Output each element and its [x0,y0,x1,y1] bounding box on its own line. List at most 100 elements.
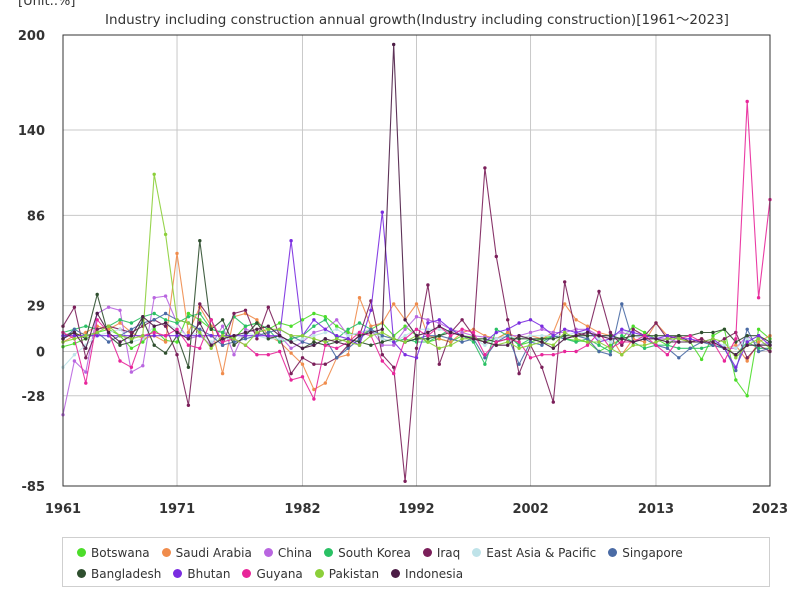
legend-item[interactable]: Pakistan [314,563,379,584]
legend-dot-icon [422,548,432,557]
data-point [517,343,521,347]
data-point [494,327,498,331]
data-point [677,356,681,360]
data-point [152,327,156,331]
data-point [175,353,179,357]
data-point [506,327,510,331]
data-point [528,334,533,338]
data-point [243,343,248,347]
x-axis-ticks: 1961 1971 1982 1992 2002 2013 2023 [45,502,788,517]
data-point [198,239,202,243]
data-point [175,321,179,325]
unit-label: [Unit:.%] [18,0,76,9]
data-point [734,353,738,357]
legend-item[interactable]: Bhutan [173,563,230,584]
legend-label: East Asia & Pacific [486,545,597,560]
data-point [95,334,99,338]
data-point [437,334,441,338]
data-point [300,318,305,322]
y-tick-label: 29 [27,300,45,315]
data-point [449,337,453,341]
data-point [483,356,487,360]
data-point [232,337,236,341]
data-point [129,340,134,344]
data-point [654,334,658,338]
data-point [209,318,213,322]
data-point [631,340,635,344]
legend-item[interactable]: Botswana [77,542,150,563]
data-point [392,340,396,344]
data-point [175,334,179,338]
data-point [540,340,544,344]
data-point [506,318,510,322]
data-point [198,327,202,331]
data-point [243,324,248,328]
data-point [722,340,727,344]
legend-item[interactable]: Singapore [608,542,683,563]
data-point [688,346,692,350]
legend-item[interactable]: Iraq [422,542,460,563]
legend-label: South Korea [338,545,411,560]
data-point [563,334,567,338]
data-point [255,327,259,331]
data-point [734,365,738,369]
data-point [278,321,282,325]
data-point [494,340,498,344]
data-point [255,318,259,322]
data-point [506,343,510,347]
legend-item[interactable]: Bangladesh [77,563,161,584]
data-point [266,305,270,309]
data-point [483,353,487,357]
data-point [426,334,430,338]
data-point [278,337,282,341]
legend-item[interactable]: Indonesia [391,563,463,584]
data-point [460,340,464,344]
x-tick-label: 1992 [398,502,434,517]
data-point [449,330,453,335]
legend-item[interactable]: China [263,542,312,563]
data-point [209,346,213,350]
legend-item[interactable]: Saudi Arabia [161,542,252,563]
data-point [335,334,339,338]
data-point [312,324,316,328]
legend-item[interactable]: Guyana [242,563,303,584]
data-point [665,346,670,350]
data-point [756,340,761,344]
data-point [300,340,305,344]
data-point [745,356,749,360]
data-point [574,334,578,338]
legend-item[interactable]: South Korea [324,542,411,563]
data-point [380,210,384,214]
legend-item[interactable]: East Asia & Pacific [472,542,596,563]
legend-dot-icon [161,548,171,557]
y-tick-label: 140 [18,124,45,139]
data-point [631,343,635,347]
data-point [631,330,635,335]
data-point [722,343,727,347]
data-point [631,324,635,328]
data-point [654,340,658,344]
data-point [756,334,761,338]
data-point [620,330,624,335]
data-point [232,343,236,347]
data-point [278,340,282,344]
data-point [426,337,430,341]
data-point [175,330,179,335]
data-point [654,337,658,341]
data-point [699,357,704,362]
data-point [414,346,419,350]
data-point [585,337,590,341]
data-point [84,346,88,350]
data-point [380,340,384,344]
data-point [72,305,77,309]
data-point [608,343,613,347]
data-point [403,334,407,338]
data-point [357,343,362,347]
data-point [118,321,122,325]
data-point [220,330,225,335]
data-point [392,42,396,47]
data-point [209,327,213,331]
data-point [335,337,339,341]
data-point [620,327,624,331]
data-point [551,353,555,357]
